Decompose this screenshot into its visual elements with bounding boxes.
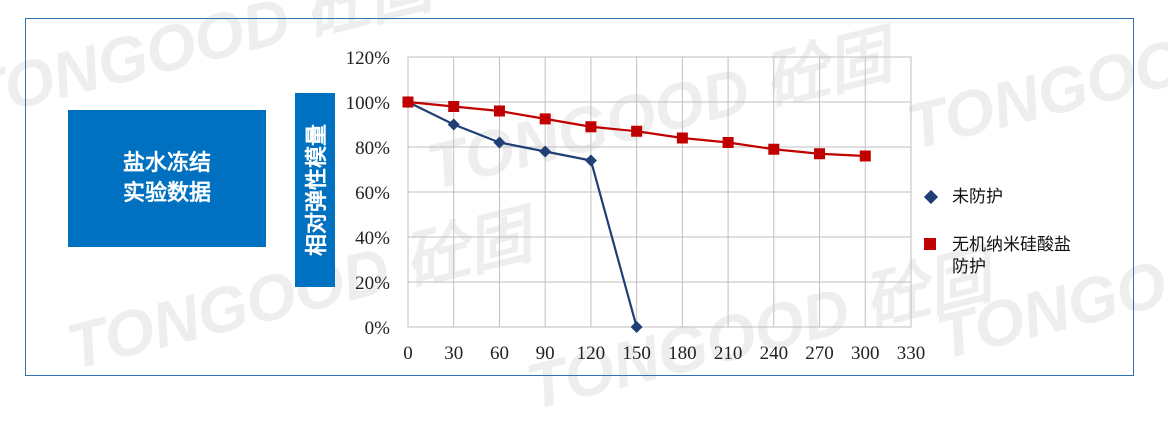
data-point-square	[585, 121, 597, 133]
x-tick-label: 60	[490, 343, 509, 364]
y-tick-label: 20%	[355, 273, 390, 294]
title-line-2: 实验数据	[122, 180, 211, 206]
x-tick-label: 30	[444, 343, 463, 364]
legend-diamond-marker	[923, 189, 939, 205]
data-point-square	[448, 101, 460, 112]
x-tick-label: 0	[403, 343, 413, 364]
chart-ticks: 0 30 60 90 120 150 180 210 240 270 300 330 0% 20% 40% 6…	[346, 48, 926, 364]
data-point-square	[631, 125, 643, 137]
y-axis-label-box: 相对弹性模量	[295, 93, 335, 287]
y-tick-label: 120%	[346, 48, 391, 69]
data-point-square	[768, 143, 780, 155]
x-tick-label: 300	[851, 343, 880, 364]
data-point-square	[493, 105, 505, 117]
y-tick-label: 40%	[355, 228, 390, 249]
x-tick-label: 150	[622, 343, 651, 364]
x-tick-label: 330	[897, 343, 926, 364]
series-line-0	[407, 101, 638, 328]
experiment-title-box: 盐水冻结 实验数据	[68, 110, 266, 247]
data-point-square	[859, 150, 871, 162]
legend-label-silicate-line-2: 防护	[952, 257, 986, 277]
x-tick-label: 90	[536, 343, 555, 364]
chart-series	[402, 96, 871, 333]
data-point-diamond	[493, 136, 506, 149]
data-point-square	[539, 113, 551, 125]
y-tick-label: 0%	[365, 318, 391, 339]
data-point-diamond	[630, 321, 643, 333]
data-point-square	[814, 148, 826, 160]
legend: 未防护 无机纳米硅酸盐 防护	[922, 186, 1122, 304]
x-tick-label: 180	[668, 343, 697, 364]
legend-label-unprotected: 未防护	[952, 187, 1003, 207]
legend-item-silicate: 无机纳米硅酸盐 防护	[922, 234, 1122, 278]
data-point-diamond	[584, 154, 597, 167]
x-tick-label: 270	[805, 343, 834, 364]
x-tick-label: 240	[760, 343, 789, 364]
chart-frame	[25, 18, 1134, 376]
legend-label-silicate-line-1: 无机纳米硅酸盐	[952, 235, 1071, 255]
data-point-square	[722, 137, 734, 148]
y-tick-label: 60%	[355, 183, 390, 204]
chart-grid	[407, 56, 912, 328]
y-tick-label: 80%	[355, 138, 390, 159]
legend-item-unprotected: 未防护	[922, 186, 1122, 208]
legend-square-marker	[924, 238, 936, 250]
data-point-square	[402, 96, 414, 108]
line-chart: 0 30 60 90 120 150 180 210 240 270 300 330 0% 20% 40% 6…	[346, 48, 926, 364]
x-tick-label: 120	[577, 343, 606, 364]
x-tick-label: 210	[714, 343, 743, 364]
data-point-diamond	[539, 145, 552, 158]
y-tick-label: 100%	[346, 93, 391, 114]
data-point-diamond	[447, 118, 460, 131]
data-point-square	[676, 132, 688, 144]
title-line-1: 盐水冻结	[122, 150, 211, 176]
